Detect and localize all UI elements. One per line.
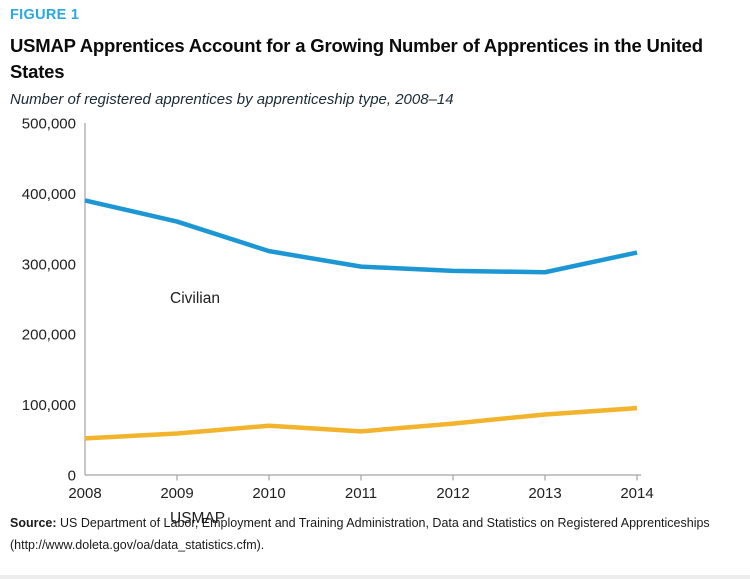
x-axis-tick-label: 2009 <box>160 485 193 502</box>
line-chart: 0 100,000 200,000 300,000 400,000 500,000 2008… <box>0 112 750 528</box>
x-axis-tick-label: 2013 <box>528 485 561 502</box>
x-axis-tick-label: 2012 <box>436 485 469 502</box>
usmap-series-label: USMAP <box>170 510 226 527</box>
source-text: US Department of Labor, Employment and T… <box>10 516 710 552</box>
x-axis-tick-label: 2011 <box>345 485 377 502</box>
source-label: Source: <box>10 516 57 530</box>
chart-canvas: 0 100,000 200,000 300,000 400,000 500,000 2008… <box>22 116 654 503</box>
source-note: Source: US Department of Labor, Employme… <box>10 513 750 557</box>
chart-subtitle: Number of registered apprentices by appr… <box>10 91 454 108</box>
y-axis-tick-label: 0 <box>68 468 76 485</box>
usmap-line <box>84 405 638 441</box>
page-bottom-edge <box>0 575 750 579</box>
y-axis-tick-label: 500,000 <box>22 116 76 133</box>
x-axis-tick-label: 2008 <box>68 485 101 502</box>
y-axis-tick-label: 100,000 <box>22 397 76 414</box>
x-axis-tick-label: 2010 <box>252 485 285 502</box>
chart-title: USMAP Apprentices Account for a Growing … <box>10 35 703 83</box>
figure-number-label: FIGURE 1 <box>10 7 80 23</box>
civilian-line <box>84 198 638 275</box>
civilian-series-label: Civilian <box>170 290 220 307</box>
y-axis-tick-label: 300,000 <box>22 256 76 273</box>
y-axis-tick-label: 200,000 <box>22 327 76 344</box>
x-axis-tick-label: 2014 <box>620 485 653 502</box>
y-axis-tick-label: 400,000 <box>22 186 76 203</box>
